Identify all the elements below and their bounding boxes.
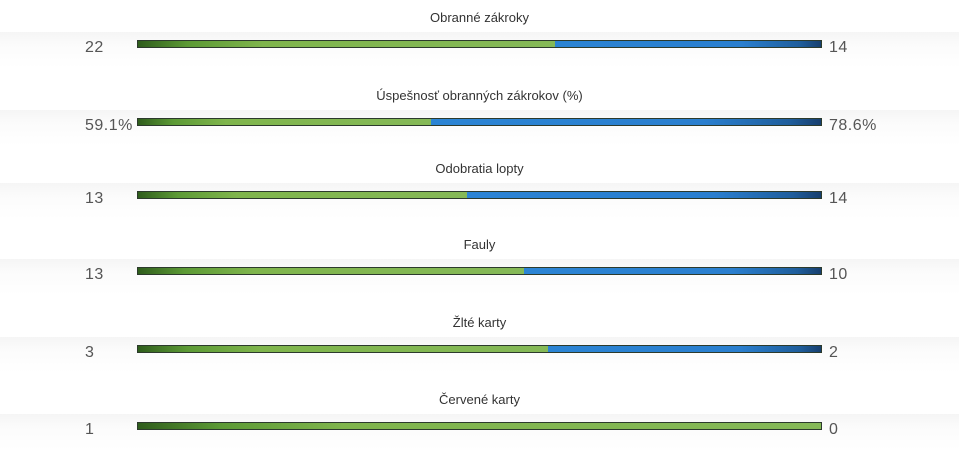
home-value: 3 bbox=[85, 344, 95, 361]
comparison-bar bbox=[137, 422, 822, 430]
home-bar-segment bbox=[138, 346, 548, 352]
away-value: 78.6% bbox=[829, 117, 877, 134]
stat-title: Odobratia lopty bbox=[435, 161, 524, 176]
home-value: 13 bbox=[85, 266, 104, 283]
stat-row: Červené karty 1 0 bbox=[0, 392, 959, 452]
home-bar-segment bbox=[138, 192, 467, 198]
comparison-bar bbox=[137, 345, 822, 353]
stat-row: Fauly 13 10 bbox=[0, 237, 959, 297]
home-bar-segment bbox=[138, 268, 525, 274]
stat-row: Úspešnosť obranných zákrokov (%) 59.1% 78.… bbox=[0, 88, 959, 148]
stat-title: Fauly bbox=[463, 237, 496, 252]
stat-row: Žlté karty 3 2 bbox=[0, 315, 959, 375]
stat-row-background bbox=[0, 110, 959, 146]
away-value: 2 bbox=[829, 344, 839, 361]
away-bar-segment bbox=[555, 41, 821, 47]
stat-title: Úspešnosť obranných zákrokov (%) bbox=[376, 88, 583, 103]
comparison-bar bbox=[137, 118, 822, 126]
home-value: 1 bbox=[85, 421, 95, 438]
comparison-bar bbox=[137, 191, 822, 199]
away-bar-segment bbox=[431, 119, 821, 125]
stat-row-background bbox=[0, 337, 959, 373]
home-value: 59.1% bbox=[85, 117, 133, 134]
away-value: 14 bbox=[829, 39, 848, 56]
away-bar-segment bbox=[547, 346, 821, 352]
home-bar-segment bbox=[138, 423, 821, 429]
away-value: 0 bbox=[829, 421, 839, 438]
home-bar-segment bbox=[138, 41, 556, 47]
stat-title: Žlté karty bbox=[452, 315, 507, 330]
stat-row-background bbox=[0, 32, 959, 68]
away-value: 14 bbox=[829, 190, 848, 207]
stat-row: Obranné zákroky 22 14 bbox=[0, 10, 959, 70]
stat-row-background bbox=[0, 414, 959, 450]
away-value: 10 bbox=[829, 266, 848, 283]
stat-row-background bbox=[0, 183, 959, 219]
stat-row-background bbox=[0, 259, 959, 295]
comparison-bar bbox=[137, 267, 822, 275]
stat-title: Obranné zákroky bbox=[430, 10, 529, 25]
home-value: 22 bbox=[85, 39, 104, 56]
stat-row: Odobratia lopty 13 14 bbox=[0, 161, 959, 221]
away-bar-segment bbox=[524, 268, 821, 274]
comparison-bar bbox=[137, 40, 822, 48]
away-bar-segment bbox=[466, 192, 821, 198]
stat-title: Červené karty bbox=[439, 392, 520, 407]
home-value: 13 bbox=[85, 190, 104, 207]
home-bar-segment bbox=[138, 119, 432, 125]
